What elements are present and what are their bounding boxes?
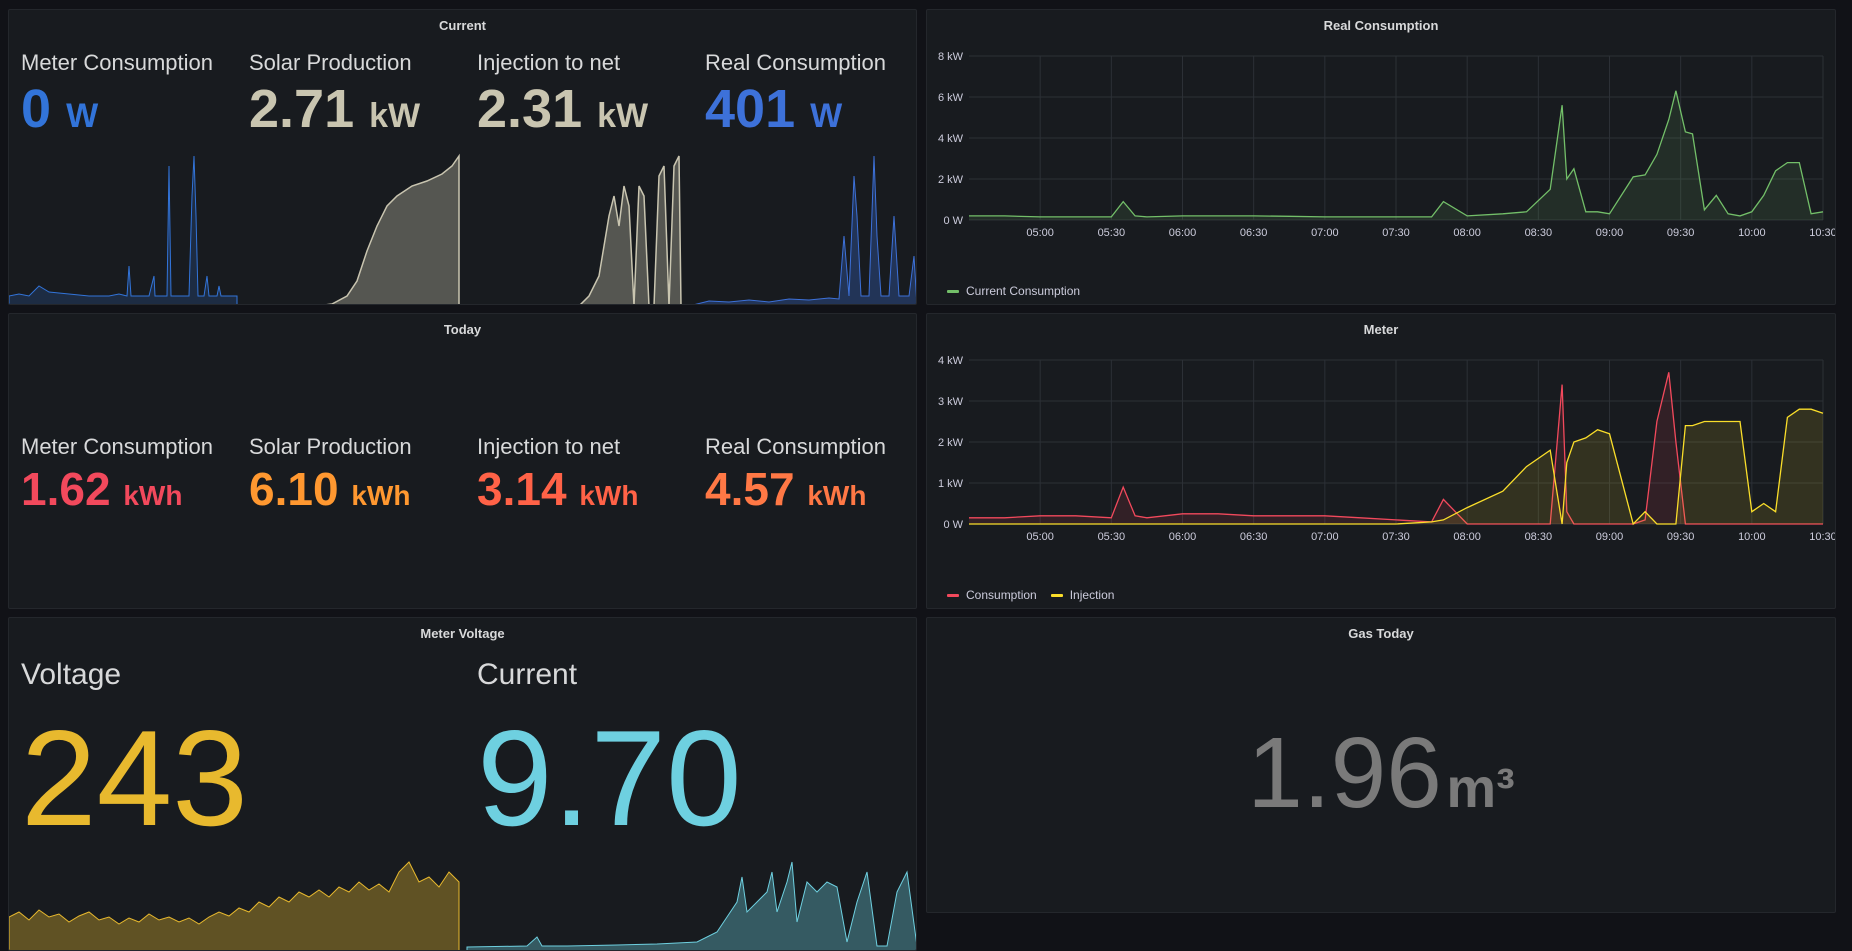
x-tick-label: 05:30 — [1098, 531, 1126, 543]
stat-injection: Injection to net 2.31 kW — [477, 50, 648, 136]
stat-label: Solar Production — [249, 50, 412, 75]
x-tick-label: 08:00 — [1453, 227, 1481, 239]
legend: Current Consumption — [947, 284, 1080, 298]
x-tick-label: 09:30 — [1667, 531, 1695, 543]
x-tick-label: 10:00 — [1738, 531, 1766, 543]
stat-label: Injection to net — [477, 434, 621, 459]
gas-unit: m³ — [1446, 756, 1515, 819]
legend-swatch — [947, 594, 959, 598]
panel-real-consumption: Real Consumption 0 W 2 kW 4 kW 6 kW 8 kW 05:0… — [926, 9, 1836, 305]
series-line-injection — [969, 408, 1824, 526]
x-tick-label: 10:30 — [1809, 531, 1836, 543]
chart-real-consumption: 0 W 2 kW 4 kW 6 kW 8 kW 05:00 05:30 06:00 06:30 0… — [938, 51, 1836, 239]
stat-value: 4.57 kWh — [705, 463, 867, 515]
stat-label: Meter Consumption — [21, 434, 213, 459]
y-tick-label: 0 W — [943, 215, 963, 227]
sparkline-current — [466, 861, 916, 950]
x-tick-label: 09:30 — [1667, 227, 1695, 239]
stat-real-consumption: Real Consumption 401 W — [705, 50, 886, 136]
y-tick-label: 4 kW — [938, 355, 964, 367]
panel-title[interactable]: Current — [439, 18, 486, 33]
stat-value: 243 — [21, 702, 248, 854]
x-tick-label: 07:30 — [1382, 227, 1410, 239]
sparkline-solar-production — [326, 153, 460, 304]
x-tick-label: 10:30 — [1809, 227, 1836, 239]
stat-value: 3.14 kWh — [477, 463, 639, 515]
series-area-injection — [969, 409, 1823, 524]
chart-meter: 0 W 1 kW 2 kW 3 kW 4 kW 05:00 05:30 06:00 06:30 0… — [938, 355, 1836, 543]
stat-current: Current 9.70 — [477, 658, 742, 846]
x-tick-label: 05:00 — [1026, 531, 1054, 543]
stat-label: Current — [477, 658, 578, 691]
stat-value: 9.70 — [477, 702, 742, 854]
x-tick-label: 08:00 — [1453, 531, 1481, 543]
legend-swatch — [947, 290, 959, 294]
stat-label: Meter Consumption — [21, 50, 213, 75]
panel-current: Current Meter Consumption 0 W Solar Prod… — [8, 9, 917, 305]
stat-value: 6.10 kWh — [249, 463, 411, 515]
stat-value: 0 W — [21, 79, 99, 139]
y-tick-label: 4 kW — [938, 133, 964, 145]
stat-solar-production: Solar Production 2.71 kW — [249, 50, 420, 136]
y-tick-label: 0 W — [943, 519, 963, 531]
legend-item-current-consumption[interactable]: Current Consumption — [947, 284, 1080, 298]
stat-meter-consumption: Meter Consumption 0 W — [21, 50, 213, 136]
stat-gas-value: 1.96 m³ — [927, 723, 1835, 823]
y-tick-label: 1 kW — [938, 478, 964, 490]
x-tick-label: 05:30 — [1098, 227, 1126, 239]
sparkline-injection — [579, 155, 682, 304]
panel-title[interactable]: Today — [443, 322, 482, 337]
panel-title[interactable]: Meter Voltage — [420, 626, 505, 641]
panel-gas-today: Gas Today 1.96 m³ — [926, 617, 1836, 913]
stat-value: 401 W — [705, 79, 843, 139]
series-line-consumption — [969, 372, 1823, 525]
stat-value: 2.71 kW — [249, 79, 421, 139]
stat-label: Solar Production — [249, 434, 412, 459]
panel-title[interactable]: Gas Today — [1348, 626, 1414, 641]
stat-value: 1.62 kWh — [21, 463, 183, 515]
sparkline-meter-consumption — [9, 155, 238, 304]
sparkline-real-consumption — [694, 155, 916, 304]
panel-meter: Meter 0 W 1 kW 2 kW 3 kW 4 kW 05:00 05:30 06:00… — [926, 313, 1836, 609]
legend: Consumption Injection — [947, 588, 1114, 602]
x-tick-label: 06:00 — [1169, 227, 1197, 239]
x-tick-label: 07:30 — [1382, 531, 1410, 543]
x-tick-label: 09:00 — [1596, 531, 1624, 543]
legend-item-consumption[interactable]: Consumption — [947, 588, 1037, 602]
x-tick-label: 10:00 — [1738, 227, 1766, 239]
legend-item-injection[interactable]: Injection — [1050, 588, 1114, 602]
stat-label: Voltage — [21, 658, 122, 691]
y-tick-label: 2 kW — [938, 437, 964, 449]
x-tick-label: 06:30 — [1240, 227, 1268, 239]
stat-today-real: Real Consumption 4.57 kWh — [705, 434, 886, 512]
panel-title[interactable]: Meter — [1363, 322, 1399, 337]
x-tick-label: 05:00 — [1026, 227, 1054, 239]
stat-voltage: Voltage 243 — [21, 658, 248, 846]
x-tick-label: 07:00 — [1311, 531, 1339, 543]
stat-label: Injection to net — [477, 50, 621, 75]
x-tick-label: 08:30 — [1525, 531, 1553, 543]
stat-today-meter: Meter Consumption 1.62 kWh — [21, 434, 213, 512]
y-tick-label: 6 kW — [938, 92, 964, 104]
y-tick-label: 2 kW — [938, 174, 964, 186]
x-tick-label: 06:00 — [1169, 531, 1197, 543]
stat-today-solar: Solar Production 6.10 kWh — [249, 434, 412, 512]
panel-meter-voltage: Meter Voltage Voltage 243 Current 9.70 — [8, 617, 917, 951]
stat-label: Real Consumption — [705, 50, 886, 75]
panel-title[interactable]: Real Consumption — [1323, 18, 1439, 33]
y-tick-label: 8 kW — [938, 51, 964, 63]
stat-label: Real Consumption — [705, 434, 886, 459]
stat-value: 2.31 kW — [477, 79, 649, 139]
series-line-current-consumption — [969, 90, 1824, 218]
x-tick-label: 09:00 — [1596, 227, 1624, 239]
panel-today: Today Meter Consumption 1.62 kWh Solar P… — [8, 313, 917, 609]
x-tick-label: 08:30 — [1525, 227, 1553, 239]
stat-today-injection: Injection to net 3.14 kWh — [477, 434, 638, 512]
x-tick-label: 07:00 — [1311, 227, 1339, 239]
sparkline-voltage — [9, 861, 460, 950]
legend-swatch — [1050, 594, 1063, 598]
y-tick-label: 3 kW — [938, 396, 964, 408]
gas-value: 1.96 — [1247, 717, 1442, 829]
x-tick-label: 06:30 — [1240, 531, 1268, 543]
